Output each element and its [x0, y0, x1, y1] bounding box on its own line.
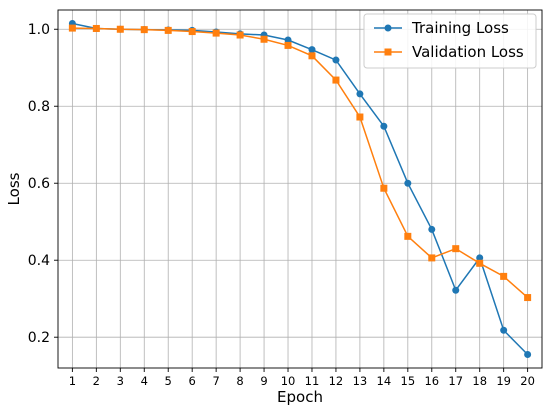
- x-tick-label: 1: [69, 374, 76, 388]
- x-tick-label: 8: [236, 374, 243, 388]
- data-point: [380, 184, 388, 192]
- series-1: [68, 19, 532, 359]
- data-point: [92, 24, 100, 32]
- x-tick-label: 19: [496, 374, 511, 388]
- data-point: [164, 26, 172, 34]
- x-axis-ticks: 1 2 3 4 5 6 7 8 9 10 11 12 13 14 15 16 17 18 19 20: [69, 368, 535, 388]
- y-tick-label: 0.4: [28, 253, 50, 269]
- x-tick-label: 7: [212, 374, 219, 388]
- y-axis-label: Loss: [5, 172, 23, 205]
- x-tick-label: 15: [401, 374, 416, 388]
- x-tick-label: 4: [141, 374, 148, 388]
- data-point: [308, 52, 316, 60]
- data-point: [452, 245, 460, 253]
- data-point: [308, 46, 316, 54]
- y-tick-label: 0.6: [28, 176, 50, 192]
- x-tick-label: 14: [377, 374, 392, 388]
- data-point: [476, 254, 484, 262]
- legend-marker: [384, 48, 392, 56]
- data-point: [428, 254, 436, 262]
- x-tick-label: 16: [424, 374, 439, 388]
- x-tick-label: 18: [472, 374, 487, 388]
- data-point: [404, 179, 412, 187]
- y-tick-label: 1.0: [28, 22, 50, 38]
- x-tick-label: 6: [189, 374, 196, 388]
- x-tick-label: 20: [520, 374, 535, 388]
- x-tick-label: 10: [281, 374, 296, 388]
- data-point: [284, 41, 292, 49]
- x-tick-label: 12: [329, 374, 344, 388]
- series-line: [72, 27, 529, 299]
- series-2: [68, 24, 532, 302]
- y-axis-ticks: 0.2 0.4 0.6 0.8 1.0: [28, 22, 58, 346]
- x-tick-label: 5: [165, 374, 172, 388]
- data-point: [188, 28, 196, 36]
- data-point: [68, 24, 76, 32]
- legend-marker: [384, 24, 392, 32]
- y-tick-label: 0.8: [28, 99, 50, 115]
- x-tick-label: 9: [260, 374, 267, 388]
- data-point: [212, 29, 220, 37]
- plot-frame: [57, 9, 543, 369]
- data-point: [140, 26, 148, 34]
- data-point: [380, 122, 388, 130]
- data-point: [500, 272, 508, 280]
- x-tick-label: 2: [93, 374, 100, 388]
- data-point: [332, 56, 340, 64]
- series-layer: [68, 19, 532, 359]
- data-point: [356, 113, 364, 121]
- legend-label: Training Loss: [411, 19, 509, 37]
- legend-entry: Training Loss: [374, 19, 509, 37]
- data-point: [260, 35, 268, 43]
- legend: Training Loss Validation Loss: [363, 13, 537, 69]
- x-axis-label: Epoch: [277, 388, 323, 406]
- data-point: [332, 76, 340, 84]
- data-point: [476, 259, 484, 267]
- data-point: [524, 351, 532, 359]
- x-tick-label: 13: [353, 374, 368, 388]
- data-point: [428, 225, 436, 233]
- x-tick-label: 11: [305, 374, 320, 388]
- data-point: [116, 25, 124, 33]
- series-line: [72, 22, 529, 356]
- legend-entry: Validation Loss: [374, 43, 524, 61]
- legend-label: Validation Loss: [412, 43, 524, 61]
- x-tick-label: 3: [117, 374, 124, 388]
- data-point: [404, 232, 412, 240]
- data-point: [236, 31, 244, 39]
- x-tick-label: 17: [448, 374, 463, 388]
- data-point: [452, 286, 460, 294]
- legend-box: [363, 13, 537, 69]
- data-point: [356, 90, 364, 98]
- data-point: [284, 36, 292, 44]
- data-point: [524, 294, 532, 302]
- y-tick-label: 0.2: [28, 330, 50, 346]
- data-point: [500, 326, 508, 334]
